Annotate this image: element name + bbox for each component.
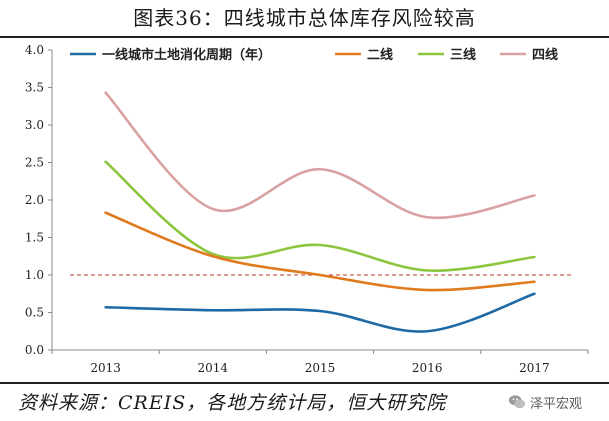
x-tick-label: 2017 [519,361,550,375]
series-line-1 [104,211,536,292]
axes: 0.0 0.5 1.0 1.5 2.0 2.5 3.0 3.5 4.0 2013 2014 2015 2… [25,43,589,375]
y-tick-label: 2.0 [25,193,44,207]
y-tick-label: 3.5 [25,81,44,95]
y-tick-label: 1.5 [25,231,44,245]
series-line-2 [104,160,536,272]
source-note: 资料来源：CREIS，各地方统计局，恒大研究院 [18,392,447,414]
series-layer [104,91,536,333]
watermark-text: 泽平宏观 [530,396,583,412]
watermark: 泽平宏观 [508,390,582,414]
y-tick-label: 0.0 [25,343,44,357]
legend-label-0: 一线城市土地消化周期（年） [102,47,271,63]
series-line-0 [104,292,536,333]
source-rule [0,382,609,384]
chart-title: 图表36：四线城市总体库存风险较高 [133,6,476,30]
y-tick-label: 0.5 [25,306,44,320]
legend-label-2: 三线 [450,47,476,63]
legend: 一线城市土地消化周期（年） 二线 三线 四线 [70,47,558,63]
legend-label-1: 二线 [367,47,393,63]
y-tick-label: 2.5 [25,156,44,170]
title-rule [0,36,609,38]
x-tick-label: 2015 [305,361,336,375]
line-chart: 0.0 0.5 1.0 1.5 2.0 2.5 3.0 3.5 4.0 2013 2014 2015 2… [25,43,589,375]
x-tick-label: 2016 [412,361,443,375]
series-line-3 [104,91,536,220]
y-tick-label: 1.0 [25,268,44,282]
wechat-icon [508,395,526,409]
y-tick-label: 3.0 [25,118,44,132]
x-tick-label: 2014 [198,361,229,375]
legend-label-3: 四线 [532,47,558,63]
x-tick-label: 2013 [90,361,121,375]
y-tick-label: 4.0 [25,43,44,57]
